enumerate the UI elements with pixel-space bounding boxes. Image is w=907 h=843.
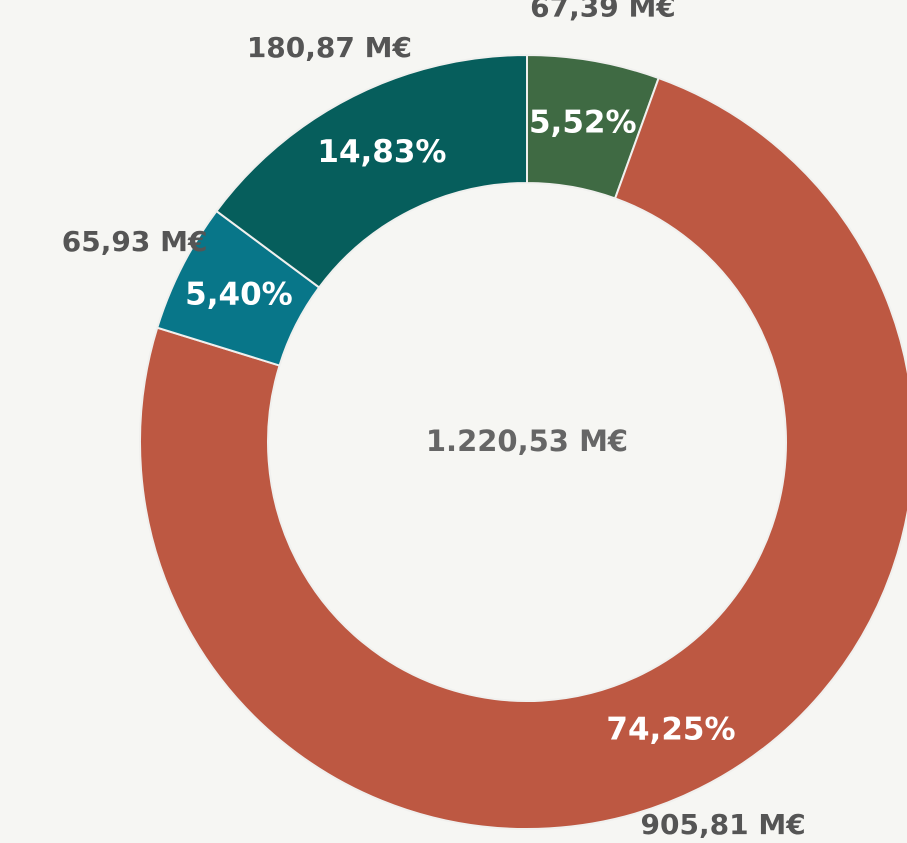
- percentage-label: 5,52%: [529, 104, 637, 140]
- percentage-label: 5,40%: [185, 276, 293, 312]
- value-label: 65,93 M€: [62, 225, 208, 258]
- value-label: 67,39 M€: [530, 0, 676, 24]
- percentage-label: 14,83%: [317, 134, 446, 170]
- percentage-label: 74,25%: [606, 712, 735, 748]
- donut-segment: [215, 53, 528, 289]
- total-label: 1.220,53 M€: [426, 424, 628, 458]
- value-label: 180,87 M€: [247, 31, 412, 64]
- value-label: 905,81 M€: [641, 808, 806, 841]
